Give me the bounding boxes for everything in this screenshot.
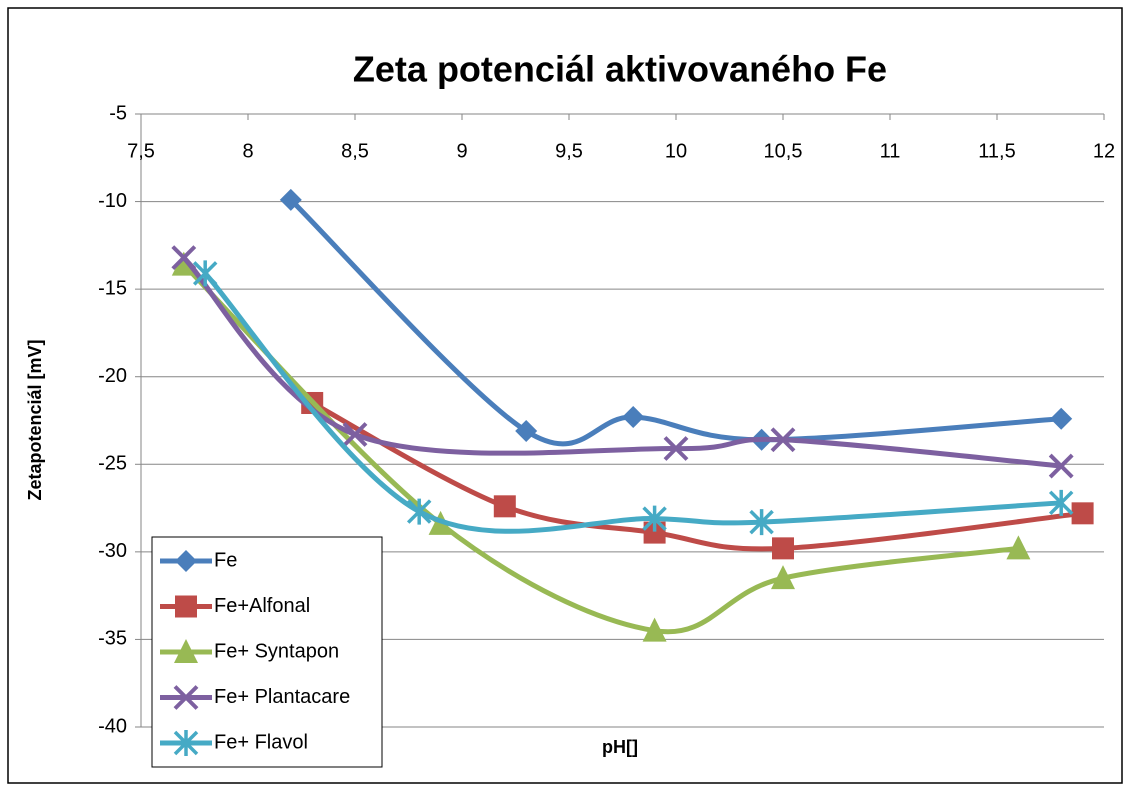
x-tick-label: 8,5 bbox=[341, 140, 369, 162]
legend-label: Fe+Alfonal bbox=[214, 595, 310, 617]
x-tick-label: 10 bbox=[665, 140, 687, 162]
x-axis-label: pH[] bbox=[602, 737, 638, 757]
y-tick-label: -25 bbox=[98, 453, 127, 475]
y-axis-label: Zetapotenciál [mV] bbox=[25, 339, 45, 500]
marker bbox=[173, 685, 199, 710]
x-tick-label: 11 bbox=[880, 140, 901, 162]
marker bbox=[663, 436, 689, 461]
x-tick-label: 12 bbox=[1093, 140, 1115, 162]
y-tick-label: -15 bbox=[98, 277, 127, 299]
x-tick-label: 9,5 bbox=[555, 140, 583, 162]
x-tick-label: 11,5 bbox=[978, 140, 1015, 162]
chart-title: Zeta potenciál aktivovaného Fe bbox=[353, 49, 887, 90]
marker bbox=[192, 260, 218, 287]
series-line bbox=[182, 262, 1019, 635]
x-tick-label: 7,5 bbox=[127, 140, 155, 162]
x-tick-label: 10,5 bbox=[764, 140, 803, 162]
marker bbox=[772, 537, 794, 560]
marker bbox=[643, 521, 666, 544]
marker bbox=[622, 405, 645, 428]
marker bbox=[279, 188, 302, 211]
marker bbox=[1048, 453, 1074, 479]
marker bbox=[406, 498, 432, 525]
plot bbox=[171, 188, 1094, 642]
series-line bbox=[203, 271, 1062, 534]
legend-label: Fe+ Flavol bbox=[214, 731, 308, 753]
y-tick-label: -40 bbox=[98, 715, 127, 737]
y-tick-label: -30 bbox=[98, 540, 127, 562]
marker bbox=[1006, 535, 1031, 560]
marker bbox=[342, 422, 368, 447]
marker bbox=[493, 495, 516, 518]
marker bbox=[642, 505, 667, 532]
marker bbox=[171, 251, 196, 276]
x-tick-label: 8 bbox=[242, 140, 253, 162]
legend-label: Fe+ Syntapon bbox=[214, 640, 339, 662]
marker bbox=[1048, 489, 1074, 516]
marker bbox=[770, 427, 796, 453]
marker bbox=[642, 617, 667, 642]
marker bbox=[175, 550, 197, 572]
legend: Fe Fe+Alfonal Fe+ Syntapon Fe+ Plantacare Fe… bbox=[151, 536, 383, 768]
marker bbox=[1071, 502, 1094, 525]
series-line bbox=[182, 255, 1062, 469]
grid: -40 -35 -30 -25 -20 -15 -10 -57,5 8 8,5 9 9,5 10 10,5… bbox=[98, 102, 1115, 737]
marker bbox=[174, 639, 198, 663]
marker bbox=[171, 245, 197, 271]
marker bbox=[749, 509, 774, 536]
y-tick-label: -5 bbox=[109, 102, 127, 124]
marker bbox=[175, 595, 197, 618]
marker bbox=[173, 730, 199, 756]
marker bbox=[1050, 407, 1073, 430]
marker bbox=[771, 565, 795, 590]
y-tick-label: -20 bbox=[98, 365, 127, 387]
legend-label: Fe+ Plantacare bbox=[214, 686, 350, 708]
x-tick-label: 9 bbox=[456, 140, 467, 162]
y-tick-label: -35 bbox=[98, 628, 127, 650]
legend-label: Fe bbox=[214, 549, 237, 571]
y-tick-label: -10 bbox=[98, 190, 127, 212]
marker bbox=[515, 420, 538, 443]
